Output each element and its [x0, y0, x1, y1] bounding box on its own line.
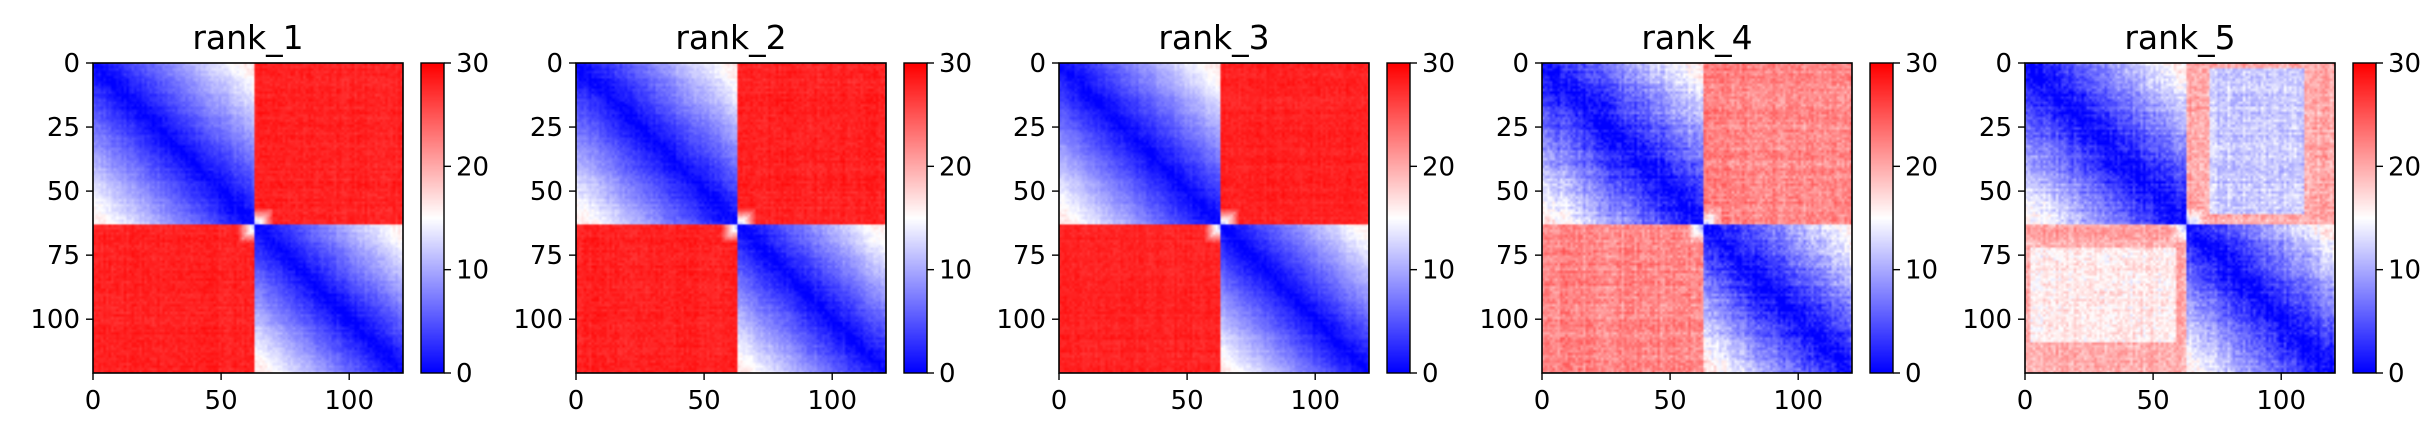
colorbar-tick-label: 20	[1422, 152, 1455, 182]
heatmap-image	[2025, 63, 2335, 373]
y-tick-label: 25	[1496, 113, 1529, 143]
colorbar-tick-label: 10	[2388, 256, 2421, 286]
y-tick-label: 0	[1029, 49, 1046, 79]
panel-rank-2: rank_2 0 50 100 0 25 50 75 100 0 10 20 30	[513, 18, 972, 416]
axes-frame	[2024, 62, 2336, 374]
x-tick-label: 100	[1290, 386, 1340, 416]
colorbar-tick-label: 0	[2388, 359, 2405, 389]
colorbar-tick-label: 20	[2388, 152, 2421, 182]
colorbar-tick-label: 30	[939, 49, 972, 79]
x-tick-label: 50	[1171, 386, 1204, 416]
panel-rank-5: rank_5 0 50 100 0 25 50 75 100 0 10 20 30	[1962, 18, 2421, 416]
y-tick-label: 50	[1979, 177, 2012, 207]
colorbar-tick-label: 0	[1905, 359, 1922, 389]
colorbar-frame	[1386, 62, 1411, 374]
y-tick-label: 100	[30, 305, 80, 335]
y-tick-label: 25	[47, 113, 80, 143]
heatmap-image	[1059, 63, 1369, 373]
colorbar-tick-label: 10	[1905, 256, 1938, 286]
colorbar-tick-label: 20	[456, 152, 489, 182]
panel-title: rank_2	[675, 18, 786, 57]
y-tick-label: 0	[63, 49, 80, 79]
colorbar-tick-label: 0	[1422, 359, 1439, 389]
x-tick-label: 100	[324, 386, 374, 416]
colorbar	[1870, 63, 1893, 373]
x-tick-label: 50	[1654, 386, 1687, 416]
colorbar-frame	[420, 62, 445, 374]
y-tick-label: 75	[1979, 241, 2012, 271]
panel-title: rank_5	[2124, 18, 2235, 57]
y-tick-label: 75	[47, 241, 80, 271]
panel-rank-4: rank_4 0 50 100 0 25 50 75 100 0 10 20 30	[1479, 18, 1938, 416]
y-tick-label: 25	[1979, 113, 2012, 143]
panel-rank-3: rank_3 0 50 100 0 25 50 75 100 0 10 20 30	[996, 18, 1455, 416]
x-tick-label: 100	[1773, 386, 1823, 416]
x-tick-label: 0	[85, 386, 102, 416]
heatmap-image	[93, 63, 403, 373]
y-tick-label: 100	[1962, 305, 2012, 335]
axes-frame	[1541, 62, 1853, 374]
colorbar	[2353, 63, 2376, 373]
colorbar	[421, 63, 444, 373]
x-tick-label: 0	[568, 386, 585, 416]
x-tick-label: 50	[2137, 386, 2170, 416]
colorbar-tick-label: 0	[939, 359, 956, 389]
colorbar-tick-label: 10	[1422, 256, 1455, 286]
y-tick-label: 50	[47, 177, 80, 207]
colorbar-tick-label: 20	[1905, 152, 1938, 182]
axes-frame	[92, 62, 404, 374]
colorbar-tick-label: 30	[456, 49, 489, 79]
y-tick-label: 50	[530, 177, 563, 207]
x-tick-label: 50	[205, 386, 238, 416]
colorbar-tick-label: 10	[939, 256, 972, 286]
heatmap-image	[576, 63, 886, 373]
y-tick-label: 50	[1496, 177, 1529, 207]
colorbar-tick-label: 10	[456, 256, 489, 286]
colorbar-tick-label: 30	[1905, 49, 1938, 79]
heatmap-image	[1542, 63, 1852, 373]
panel-title: rank_3	[1158, 18, 1269, 57]
y-tick-label: 75	[1496, 241, 1529, 271]
x-tick-label: 0	[2017, 386, 2034, 416]
x-tick-label: 0	[1534, 386, 1551, 416]
colorbar-tick-label: 20	[939, 152, 972, 182]
panel-title: rank_1	[192, 18, 303, 57]
y-tick-label: 75	[530, 241, 563, 271]
axes-frame	[1058, 62, 1370, 374]
y-tick-label: 25	[1013, 113, 1046, 143]
panel-title: rank_4	[1641, 18, 1752, 57]
y-tick-label: 100	[1479, 305, 1529, 335]
y-tick-label: 0	[546, 49, 563, 79]
colorbar-frame	[903, 62, 928, 374]
axes-frame	[575, 62, 887, 374]
colorbar	[1387, 63, 1410, 373]
colorbar	[904, 63, 927, 373]
colorbar-frame	[2352, 62, 2377, 374]
colorbar-frame	[1869, 62, 1894, 374]
y-tick-label: 100	[513, 305, 563, 335]
colorbar-tick-label: 30	[1422, 49, 1455, 79]
x-tick-label: 0	[1051, 386, 1068, 416]
y-tick-label: 25	[530, 113, 563, 143]
y-tick-label: 75	[1013, 241, 1046, 271]
colorbar-tick-label: 0	[456, 359, 473, 389]
y-tick-label: 0	[1995, 49, 2012, 79]
x-tick-label: 50	[688, 386, 721, 416]
y-tick-label: 50	[1013, 177, 1046, 207]
y-tick-label: 100	[996, 305, 1046, 335]
panel-rank-1: rank_1 0 50 100 0 25 50 75 100 0 10 20 30	[30, 18, 489, 416]
x-tick-label: 100	[807, 386, 857, 416]
x-tick-label: 100	[2256, 386, 2306, 416]
y-tick-label: 0	[1512, 49, 1529, 79]
colorbar-tick-label: 30	[2388, 49, 2421, 79]
